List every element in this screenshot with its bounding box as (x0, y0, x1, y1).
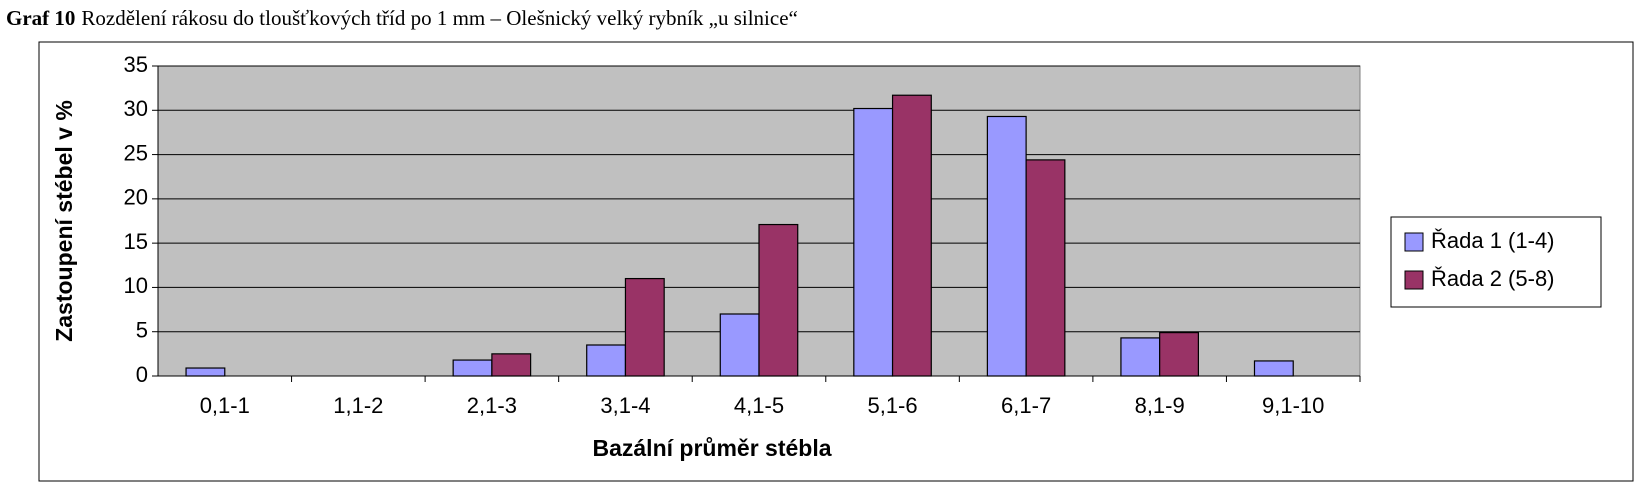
y-tick-label: 10 (124, 273, 148, 298)
bar (624, 277, 665, 377)
x-tick-label: 9,1-10 (1262, 393, 1324, 418)
bar (1159, 332, 1199, 377)
y-tick-label: 15 (124, 229, 148, 254)
chart-title: Graf 10 Rozdělení rákosu do tloušťkových … (6, 6, 798, 30)
x-tick-label: 0,1-1 (200, 393, 250, 418)
bar (1025, 159, 1066, 377)
x-tick-label: 3,1-4 (600, 393, 650, 418)
bar (491, 353, 532, 377)
legend-swatch (1404, 232, 1424, 252)
x-tick-label: 1,1-2 (333, 393, 383, 418)
bar (185, 367, 226, 377)
bar (586, 344, 627, 377)
x-tick-label: 4,1-5 (734, 393, 784, 418)
bar (853, 107, 894, 377)
legend-box (1390, 216, 1602, 308)
legend-label: Řada 2 (5-8) (1431, 266, 1555, 291)
y-tick-label: 5 (136, 318, 148, 343)
y-tick-label: 35 (124, 52, 148, 77)
legend-label: Řada 1 (1-4) (1431, 228, 1555, 253)
title-label: Graf 10 (6, 6, 75, 30)
bar (891, 94, 932, 377)
bar (1253, 360, 1294, 377)
x-tick-label: 5,1-6 (867, 393, 917, 418)
bar (758, 223, 799, 377)
bar (1120, 337, 1161, 377)
bar (986, 115, 1027, 377)
bar (452, 359, 493, 377)
y-tick-label: 25 (124, 140, 148, 165)
y-axis-title: Zastoupení stébel v % (51, 100, 77, 342)
x-axis-title: Bazální průměr stébla (592, 435, 831, 461)
y-tick-label: 20 (124, 185, 148, 210)
y-tick-label: 30 (124, 96, 148, 121)
legend-swatch (1404, 270, 1424, 290)
title-text: Rozdělení rákosu do tloušťkových tříd po… (81, 6, 797, 30)
y-tick-label: 0 (136, 362, 148, 387)
x-tick-label: 2,1-3 (467, 393, 517, 418)
bar (719, 313, 760, 377)
x-tick-label: 8,1-9 (1135, 393, 1185, 418)
x-tick-label: 6,1-7 (1001, 393, 1051, 418)
